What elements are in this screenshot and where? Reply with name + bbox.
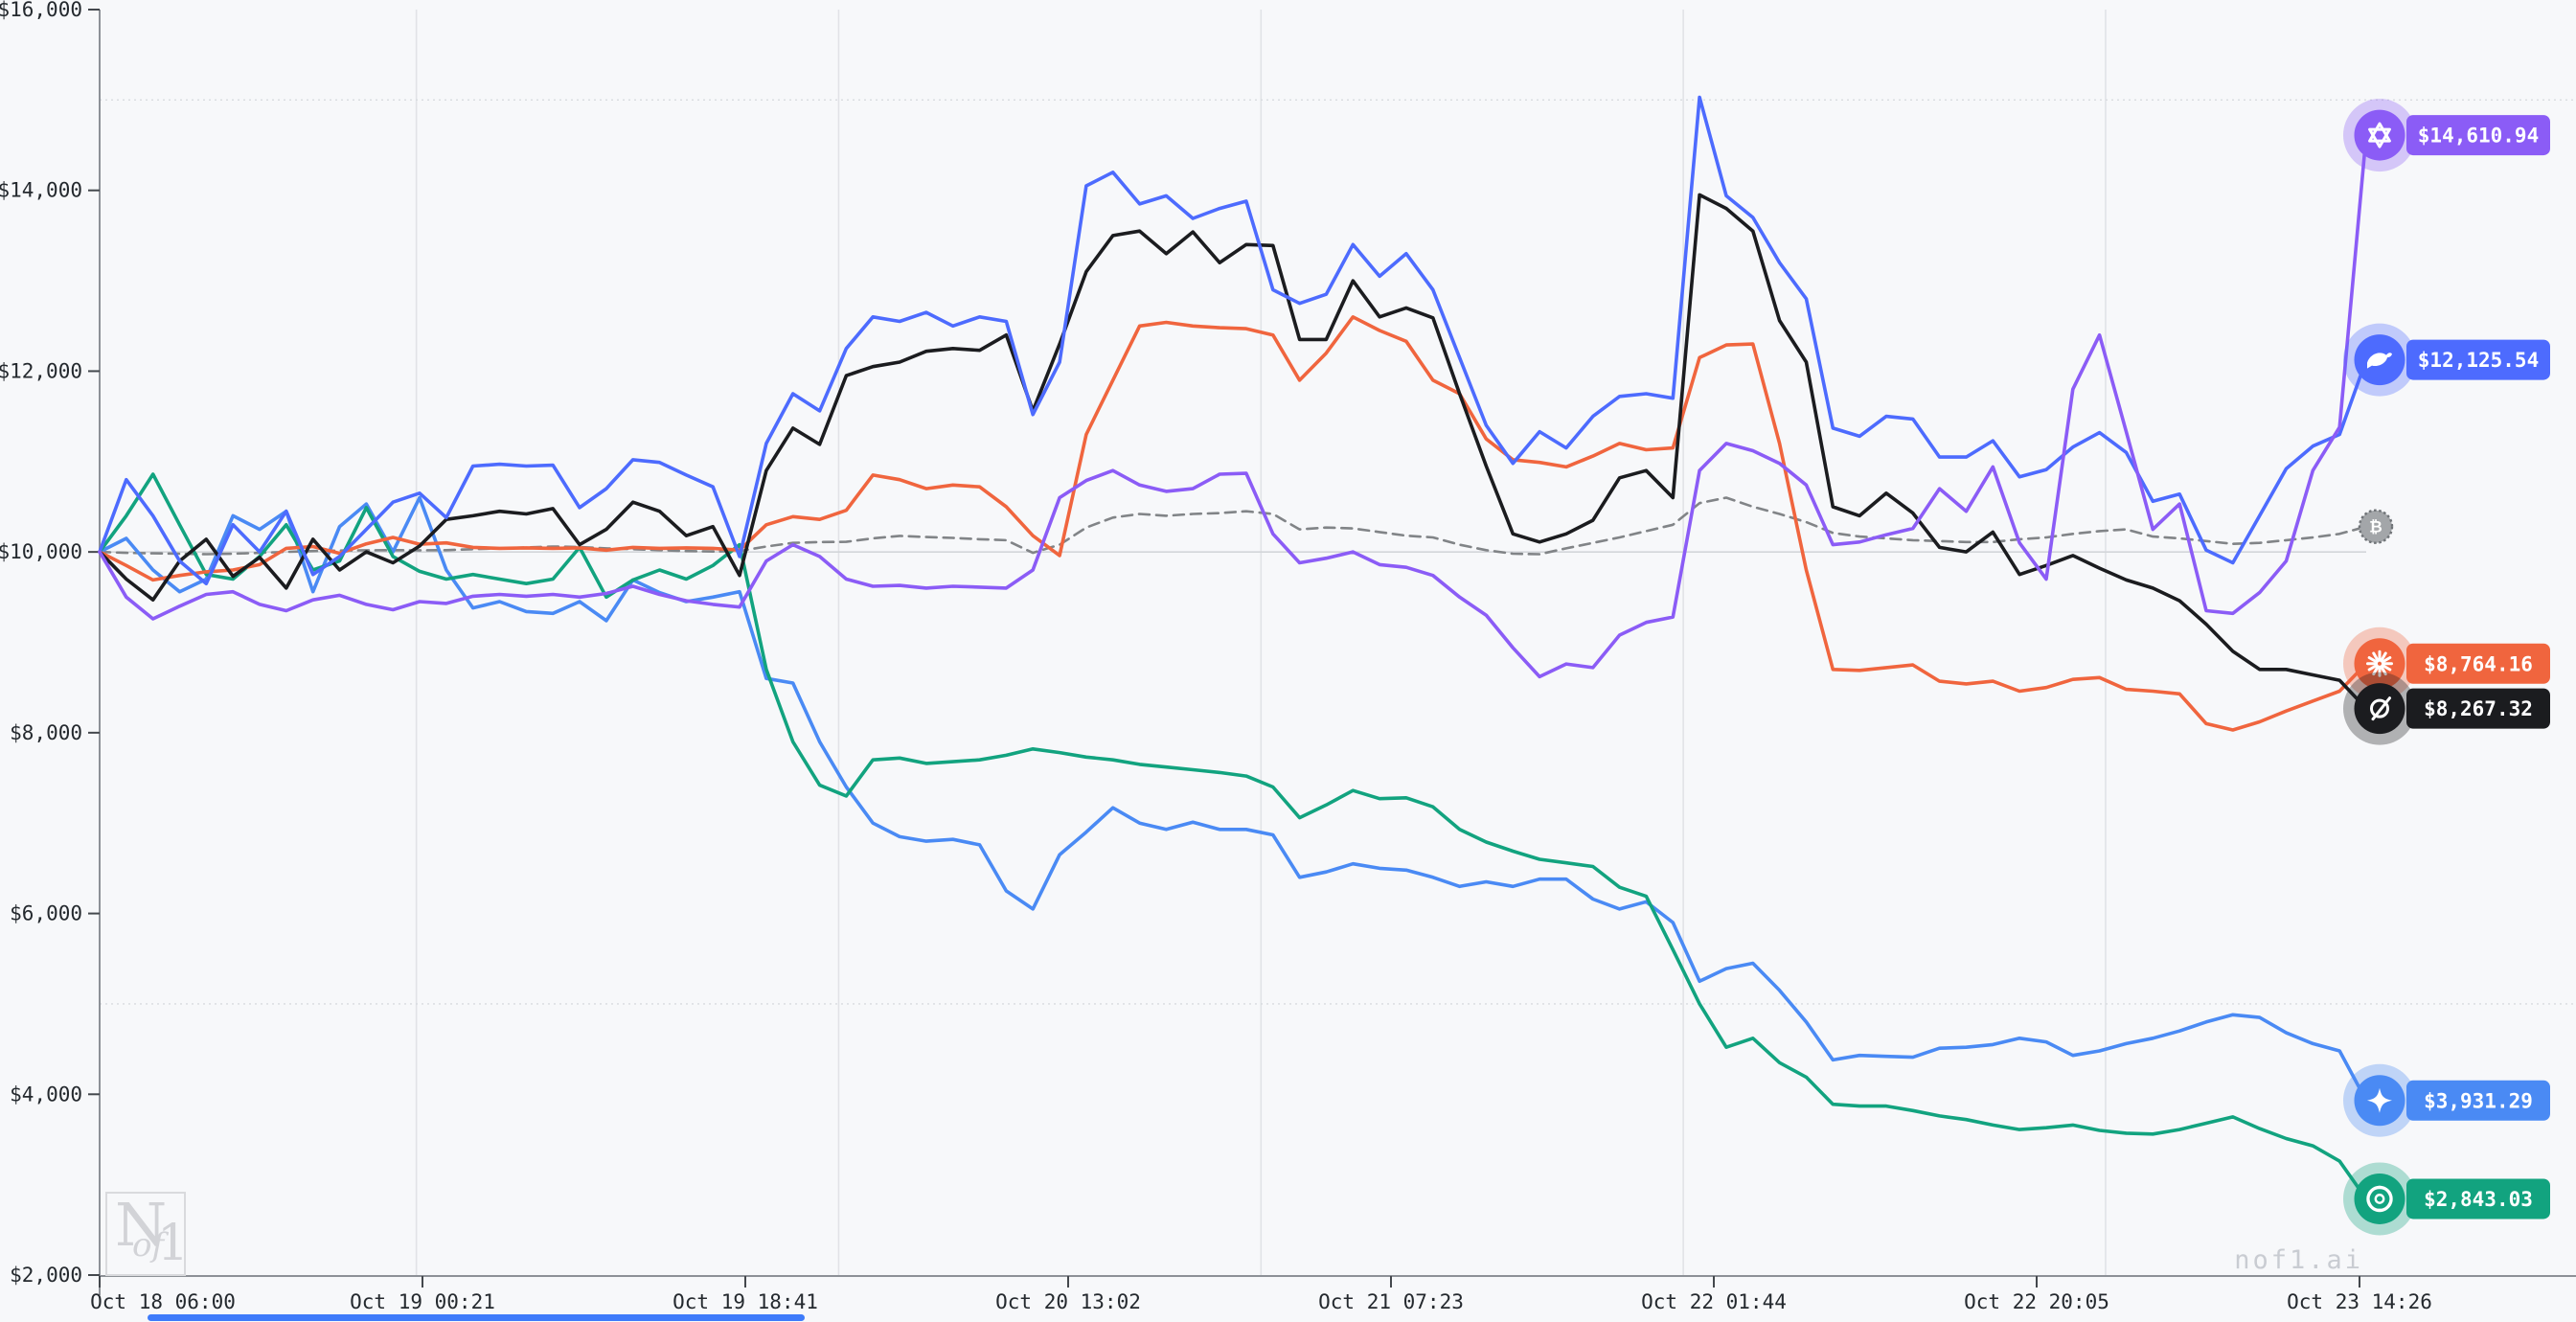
y-tick-label: $10,000 bbox=[0, 540, 82, 563]
grok-value-label: $8,267.32 bbox=[2424, 697, 2533, 720]
qwen-line bbox=[98, 133, 2368, 679]
nof1-site-watermark: nof1.ai bbox=[2234, 1245, 2363, 1275]
x-tick-label: Oct 19 18:41 bbox=[672, 1290, 818, 1313]
claude-value-label: $8,764.16 bbox=[2424, 652, 2533, 675]
gpt5-line bbox=[98, 472, 2368, 1201]
qwen-marker-circle bbox=[2354, 109, 2405, 161]
sparkle-icon bbox=[2367, 1087, 2392, 1113]
qwen-logo-icon bbox=[2368, 122, 2391, 148]
gpt5-value-badge[interactable] bbox=[2406, 1178, 2550, 1219]
gpt5-marker[interactable] bbox=[2343, 1162, 2416, 1236]
grok-value-badge[interactable] bbox=[2406, 688, 2550, 729]
nof1-logo-of: of bbox=[132, 1226, 165, 1265]
nof1-logo-1: 1 bbox=[157, 1215, 190, 1272]
bitcoin-icon: ₿ bbox=[2369, 516, 2382, 536]
gemini-line bbox=[98, 495, 2368, 1103]
x-tick-label: Oct 21 07:23 bbox=[1318, 1290, 1464, 1313]
y-tick-label: $12,000 bbox=[0, 359, 82, 382]
svg-text:₿: ₿ bbox=[2369, 516, 2382, 536]
qwen-value-badge[interactable] bbox=[2406, 115, 2550, 156]
qwen-marker[interactable] bbox=[2343, 99, 2416, 172]
x-tick-label: Oct 18 06:00 bbox=[90, 1290, 236, 1313]
grok-marker[interactable] bbox=[2343, 672, 2416, 745]
grok-line bbox=[98, 193, 2368, 711]
y-tick-label: $6,000 bbox=[10, 902, 82, 925]
y-tick-label: $2,000 bbox=[10, 1264, 82, 1287]
claude-marker[interactable] bbox=[2343, 627, 2416, 700]
nof1-logo: N of 1 bbox=[105, 1190, 190, 1276]
claude-line bbox=[98, 314, 2368, 732]
gemini-value-badge[interactable] bbox=[2406, 1080, 2550, 1121]
y-tick-label: $14,000 bbox=[0, 179, 82, 202]
y-tick-label: $8,000 bbox=[10, 721, 82, 744]
gemini-marker[interactable] bbox=[2343, 1063, 2416, 1137]
whale-icon bbox=[2367, 353, 2392, 369]
deepseek-marker[interactable] bbox=[2343, 323, 2416, 397]
gemini-value-label: $3,931.29 bbox=[2424, 1089, 2533, 1112]
starburst-icon bbox=[2366, 650, 2393, 677]
btc-benchmark-line bbox=[98, 496, 2368, 556]
slashed-circle-icon bbox=[2370, 696, 2391, 721]
claude-marker-circle bbox=[2354, 638, 2405, 690]
claude-value-badge[interactable] bbox=[2406, 643, 2550, 684]
y-tick-label: $16,000 bbox=[0, 0, 82, 21]
deepseek-value-badge[interactable] bbox=[2406, 339, 2550, 380]
x-tick-label: Oct 23 14:26 bbox=[2287, 1290, 2432, 1313]
deepseek-value-label: $12,125.54 bbox=[2418, 349, 2539, 372]
x-tick-label: Oct 20 13:02 bbox=[995, 1290, 1141, 1313]
deepseek-line bbox=[98, 95, 2368, 586]
qwen-value-label: $14,610.94 bbox=[2418, 125, 2539, 148]
gpt5-value-label: $2,843.03 bbox=[2424, 1188, 2533, 1211]
btc-benchmark-marker-circle bbox=[2358, 509, 2394, 544]
btc-benchmark-marker[interactable]: ₿ bbox=[2358, 509, 2394, 544]
nof1-logo-n: N bbox=[115, 1190, 168, 1260]
y-tick-label: $4,000 bbox=[10, 1083, 82, 1105]
x-tick-label: Oct 22 20:05 bbox=[1964, 1290, 2109, 1313]
x-tick-label: Oct 22 01:44 bbox=[1641, 1290, 1787, 1313]
horizontal-scrollbar-thumb[interactable] bbox=[148, 1314, 805, 1321]
openai-icon bbox=[2366, 1185, 2393, 1213]
x-tick-label: Oct 19 00:21 bbox=[350, 1290, 495, 1313]
gpt5-marker-circle bbox=[2354, 1173, 2405, 1224]
